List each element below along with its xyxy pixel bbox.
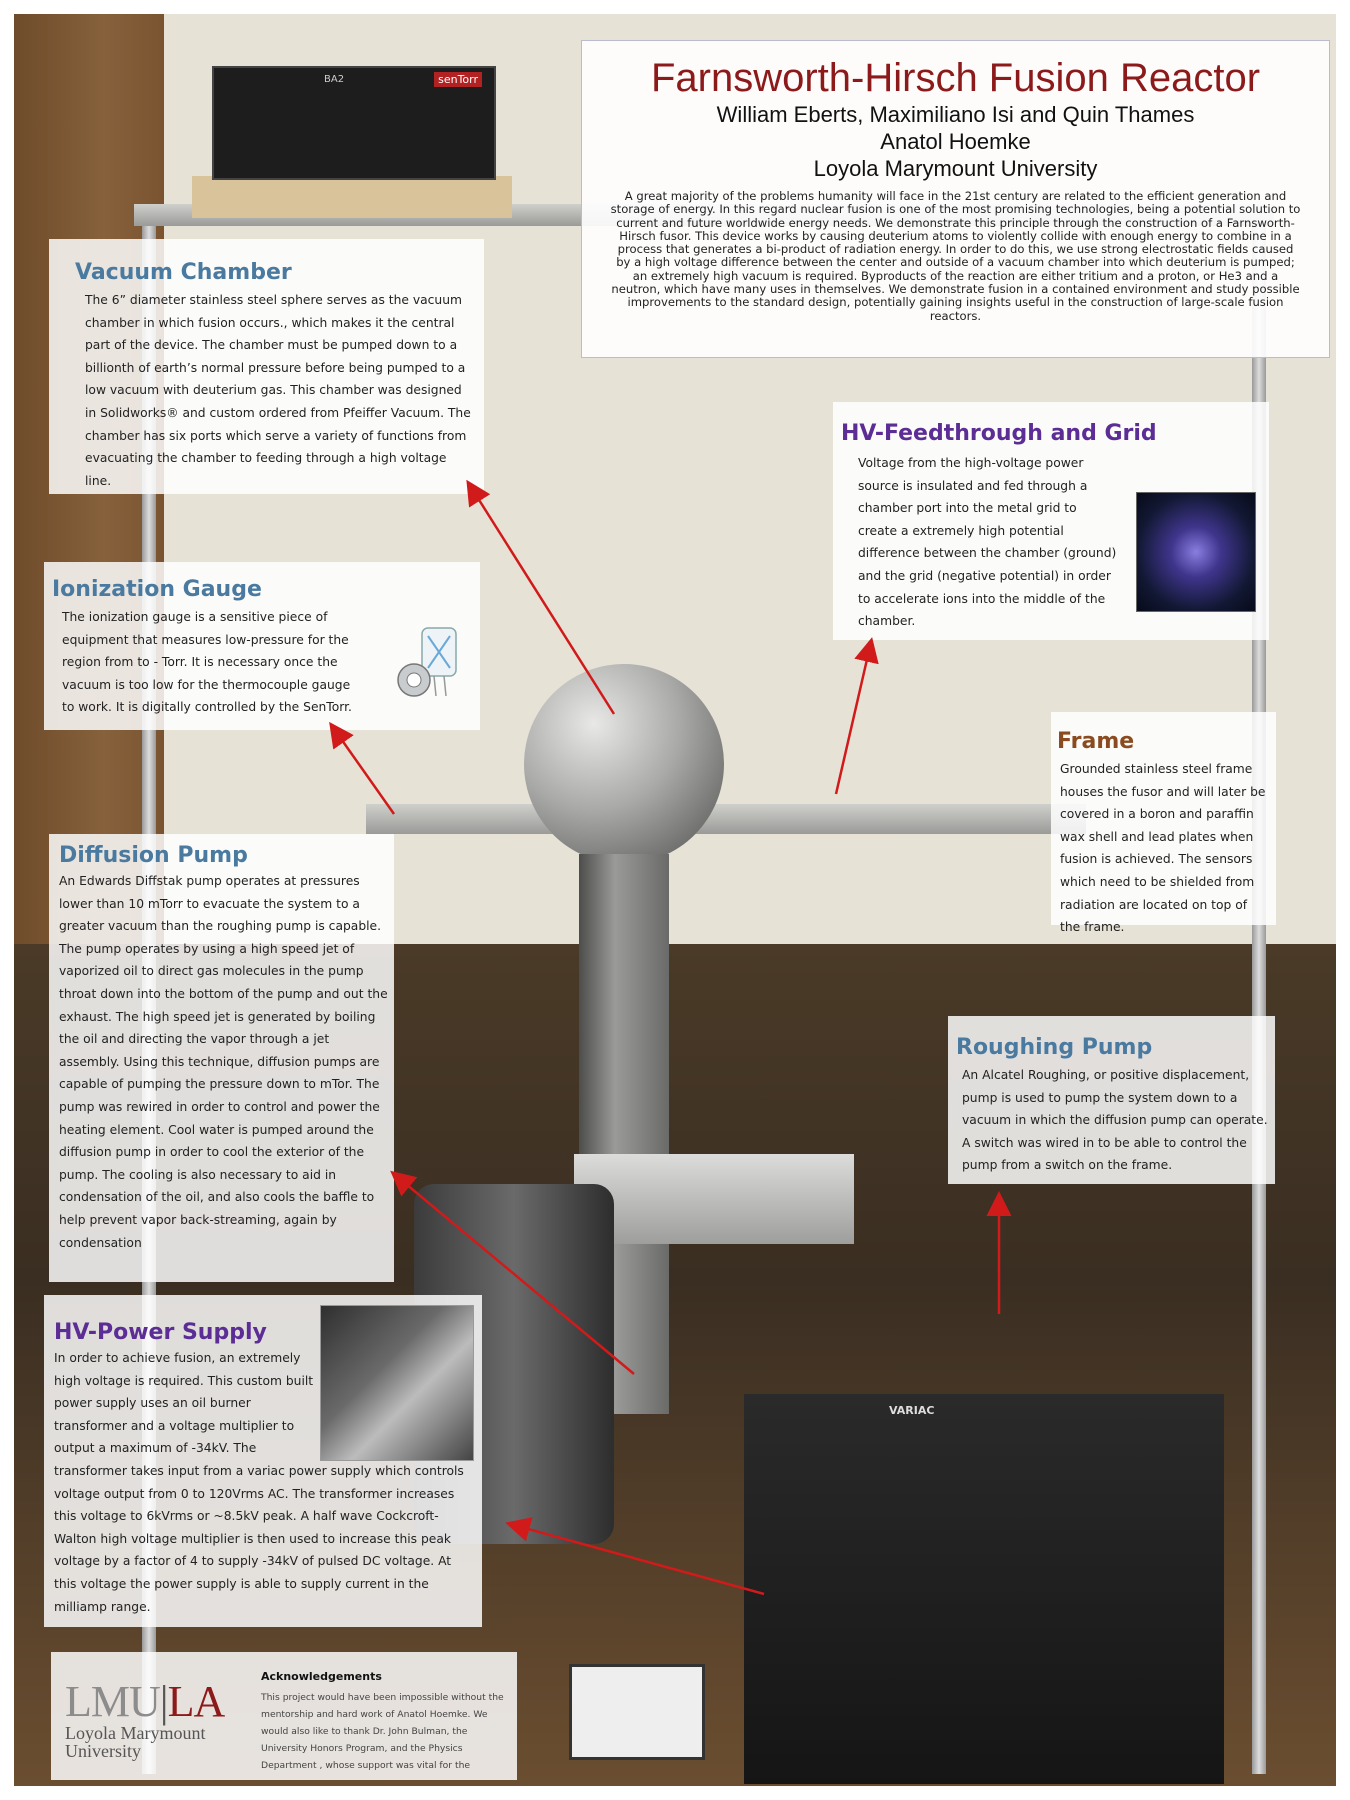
arrow-hv-power-supply — [505, 1517, 765, 1596]
roughing-pump-panel: Roughing Pump An Alcatel Roughing, or po… — [948, 1016, 1275, 1184]
frame-text: Grounded stainless steel frame houses th… — [1060, 762, 1266, 935]
hv-power-supply-text-top: In order to achieve fusion, an extremely… — [54, 1351, 314, 1456]
lmu-wordmark: LMU|LA — [65, 1677, 226, 1726]
vacuum-chamber-title: Vacuum Chamber — [75, 260, 292, 285]
ionization-gauge-text: The ionization gauge is a sensitive piec… — [62, 610, 352, 715]
arrow-hv-feedthrough — [834, 637, 879, 795]
vacuum-chamber-text: The 6” diameter stainless steel sphere s… — [85, 293, 471, 488]
acknowledgements-text: This project would have been impossible … — [261, 1692, 504, 1771]
controller-brand: senTorr — [434, 72, 482, 87]
university-line-2: University — [65, 1741, 141, 1761]
lmu-letters: LMU — [65, 1677, 161, 1726]
ionization-gauge-image — [397, 627, 457, 697]
callout-arrows — [329, 479, 1012, 1596]
diffusion-pump-title: Diffusion Pump — [59, 843, 248, 868]
hv-power-supply-title: HV-Power Supply — [54, 1320, 267, 1345]
frame-title: Frame — [1057, 729, 1135, 754]
roughing-pump-title: Roughing Pump — [956, 1035, 1153, 1060]
diffusion-pump-text: An Edwards Diffstak pump operates at pre… — [59, 874, 388, 1250]
university-line-1: Loyola Marymount — [65, 1723, 206, 1743]
hv-power-supply-photo — [320, 1305, 474, 1461]
acknowledgements-title: Acknowledgements — [261, 1670, 382, 1683]
hv-feedthrough-text: Voltage from the high-voltage power sour… — [858, 456, 1117, 629]
roughing-pump-text: An Alcatel Roughing, or positive displac… — [962, 1068, 1268, 1173]
plasma-grid-photo — [1136, 492, 1256, 612]
milliammeter — [569, 1664, 705, 1760]
controller-wood-base — [192, 176, 512, 218]
controller-model: BA2 — [324, 74, 345, 85]
ionization-gauge-title: Ionization Gauge — [52, 577, 262, 602]
abstract: A great majority of the problems humanit… — [610, 189, 1301, 323]
gate-valve — [574, 1154, 854, 1244]
advisor: Anatol Hoemke — [880, 129, 1031, 154]
arrow-diffusion-pump — [390, 1170, 635, 1375]
lmu-logo: LMU|LA Loyola Marymount University — [65, 1677, 235, 1761]
hv-power-supply-panel: HV-Power Supply In order to achieve fusi… — [44, 1295, 482, 1627]
institution: Loyola Marymount University — [813, 156, 1098, 181]
sentorr-controller: senTorr BA2 — [212, 66, 496, 180]
arrow-vacuum-chamber — [466, 479, 616, 715]
poster-title: Farnsworth-Hirsch Fusion Reactor — [650, 56, 1261, 100]
vacuum-chamber-panel: Vacuum Chamber The 6” diameter stainless… — [49, 239, 484, 494]
acknowledgements-text-block: Acknowledgements This project would have… — [261, 1670, 506, 1774]
vacuum-sphere — [524, 664, 724, 864]
hv-feedthrough-title: HV-Feedthrough and Grid — [841, 421, 1157, 446]
la-letters: LA — [167, 1677, 226, 1726]
diffusion-pump-panel: Diffusion Pump An Edwards Diffstak pump … — [49, 834, 394, 1282]
acknowledgements-panel: LMU|LA Loyola Marymount University Ackno… — [51, 1652, 517, 1780]
ionization-gauge-panel: Ionization Gauge The ionization gauge is… — [44, 562, 480, 730]
variac-label: VARIAC — [889, 1404, 935, 1417]
frame-shelf-middle — [366, 804, 1086, 834]
authors: William Eberts, Maximiliano Isi and Quin… — [716, 102, 1195, 127]
frame-panel: Frame Grounded stainless steel frame hou… — [1051, 712, 1276, 934]
poster-canvas: senTorr BA2 VARIAC Farnsworth-Hirsch Fus… — [14, 14, 1336, 1786]
power-supply-cabinet: VARIAC — [744, 1394, 1224, 1784]
title-panel: Farnsworth-Hirsch Fusion Reactor William… — [581, 40, 1330, 358]
hv-power-supply-text-bottom: transformer takes input from a variac po… — [54, 1463, 464, 1614]
arrow-ionization-gauge — [329, 721, 396, 815]
hv-feedthrough-panel: HV-Feedthrough and Grid Voltage from the… — [833, 402, 1269, 640]
